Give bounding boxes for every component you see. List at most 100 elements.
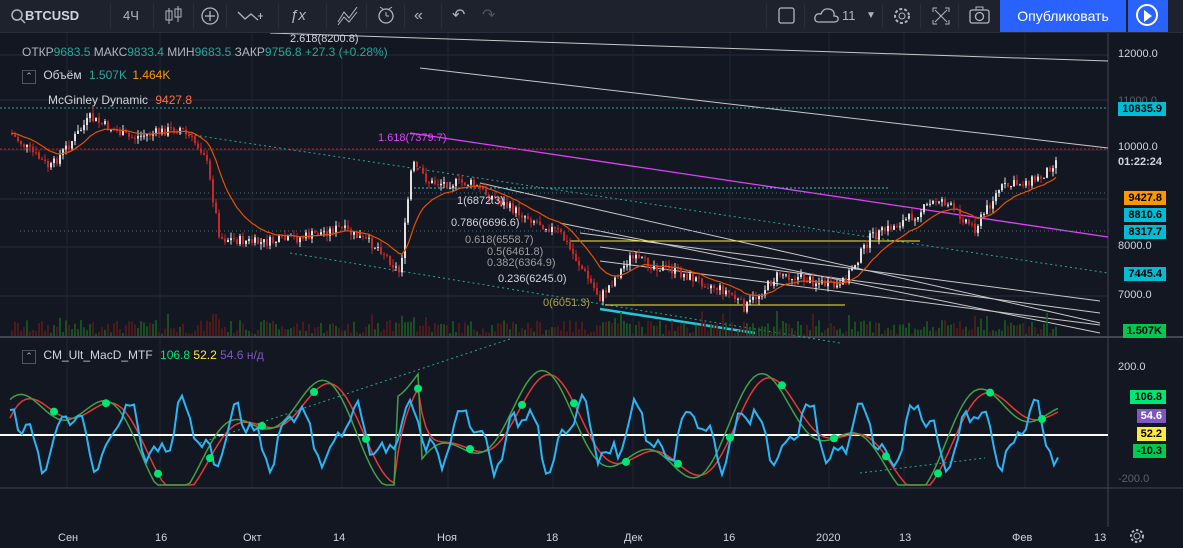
symbol-search[interactable]: BTCUSD <box>25 8 80 23</box>
collapse-icon[interactable]: ⌃ <box>22 70 36 84</box>
candle-body <box>776 272 778 282</box>
volume-bar <box>419 325 421 336</box>
templates-icon[interactable] <box>336 0 360 32</box>
macd-cross-dot <box>674 459 682 468</box>
add-indicator-icon[interactable] <box>199 0 221 32</box>
volume-bar <box>206 320 208 336</box>
candle-body <box>452 185 454 188</box>
candle-body <box>644 257 646 259</box>
candle-body <box>371 237 373 249</box>
interval-button[interactable]: 4Ч <box>123 8 139 23</box>
candle-body <box>65 145 67 150</box>
replay-icon[interactable]: « <box>414 7 423 24</box>
alert-icon[interactable] <box>375 0 397 32</box>
volume-bar <box>746 323 748 336</box>
volume-bar <box>824 329 826 336</box>
volume-bar <box>74 323 76 336</box>
candle-body <box>536 221 538 223</box>
candle-body <box>251 239 253 243</box>
candle-body <box>749 299 751 303</box>
candle-body <box>539 221 541 226</box>
fib-level-label: 0.5(6461.8) <box>487 246 544 258</box>
volume-bar <box>458 322 460 336</box>
volume-bar <box>320 322 322 336</box>
candle-body <box>521 215 523 218</box>
candle-body <box>650 267 652 270</box>
volume-bar <box>968 330 970 336</box>
volume-bar <box>839 328 841 336</box>
candle-body <box>116 129 118 132</box>
candle-body <box>878 230 880 240</box>
volume-bar <box>773 326 775 336</box>
search-icon[interactable] <box>10 0 30 32</box>
candle-body <box>683 273 685 278</box>
volume-bar <box>167 313 169 336</box>
candle-body <box>155 128 157 134</box>
candle-body <box>719 285 721 291</box>
candle-body <box>1028 180 1030 186</box>
chart-settings-gear-icon[interactable] <box>1128 527 1146 545</box>
collapse-icon[interactable]: ⌃ <box>22 350 36 364</box>
volume-bar <box>527 323 529 336</box>
candle-body <box>917 217 919 220</box>
mcginley-legend[interactable]: McGinley Dynamic 9427.8 <box>48 93 192 107</box>
chevron-down-icon[interactable]: ▼ <box>866 10 876 21</box>
compare-icon[interactable] <box>236 0 264 32</box>
volume-bar <box>410 321 412 336</box>
candle-body <box>410 170 412 200</box>
candle-body <box>218 213 220 237</box>
chart-canvas[interactable] <box>0 33 1183 527</box>
fullscreen-square-icon[interactable] <box>777 0 797 32</box>
candle-body <box>692 273 694 282</box>
candle-body <box>353 231 355 235</box>
volume-bar <box>392 331 394 336</box>
candle-body <box>368 237 370 239</box>
volume-bar <box>548 329 550 336</box>
volume-bar <box>914 328 916 336</box>
volume-bar <box>917 329 919 336</box>
candles-icon[interactable] <box>163 0 185 32</box>
play-icon[interactable] <box>1128 0 1168 32</box>
settings-icon[interactable] <box>891 0 913 32</box>
divider <box>441 4 442 28</box>
volume-bar <box>737 330 739 336</box>
candle-body <box>740 298 742 300</box>
candle-body <box>575 253 577 262</box>
volume-bar <box>734 333 736 336</box>
volume-legend[interactable]: ⌃ Объём 1.507K 1.464K <box>22 68 170 84</box>
candle-body <box>320 232 322 236</box>
volume-bar <box>566 331 568 336</box>
volume-bar <box>626 323 628 336</box>
candle-body <box>893 225 895 230</box>
volume-bar <box>791 328 793 336</box>
candle-body <box>713 285 715 288</box>
formula-icon[interactable]: ƒx <box>290 7 306 24</box>
undo-icon[interactable]: ↶ <box>452 7 466 24</box>
candle-body <box>83 125 85 131</box>
volume-bar <box>188 333 190 336</box>
volume-bar <box>593 331 595 336</box>
candle-body <box>980 214 982 226</box>
cloud-icon[interactable] <box>813 0 841 32</box>
candle-body <box>725 290 727 295</box>
volume-bar <box>404 322 406 336</box>
volume-bar <box>245 329 247 336</box>
candle-body <box>362 235 364 237</box>
volume-bar <box>92 322 94 336</box>
publish-button[interactable]: Опубликовать <box>1000 0 1126 32</box>
volume-bar <box>584 329 586 336</box>
macd-legend[interactable]: ⌃ CM_Ult_MacD_MTF 106.8 52.2 54.6 н/д <box>22 348 264 364</box>
redo-icon[interactable]: ↷ <box>482 7 496 24</box>
chart-area[interactable]: ОТКР9683.5 МАКС9833.4 МИН9683.5 ЗАКР9756… <box>0 33 1183 544</box>
candle-body <box>800 274 802 278</box>
candle-body <box>380 247 382 254</box>
candle-body <box>605 290 607 293</box>
volume-bar <box>662 333 664 336</box>
snapshot-icon[interactable] <box>968 0 992 32</box>
volume-bar <box>431 332 433 336</box>
candle-body <box>599 294 601 302</box>
expand-icon[interactable] <box>930 0 952 32</box>
candle-body <box>689 273 691 280</box>
volume-bar <box>47 324 49 336</box>
candle-body <box>929 203 931 205</box>
